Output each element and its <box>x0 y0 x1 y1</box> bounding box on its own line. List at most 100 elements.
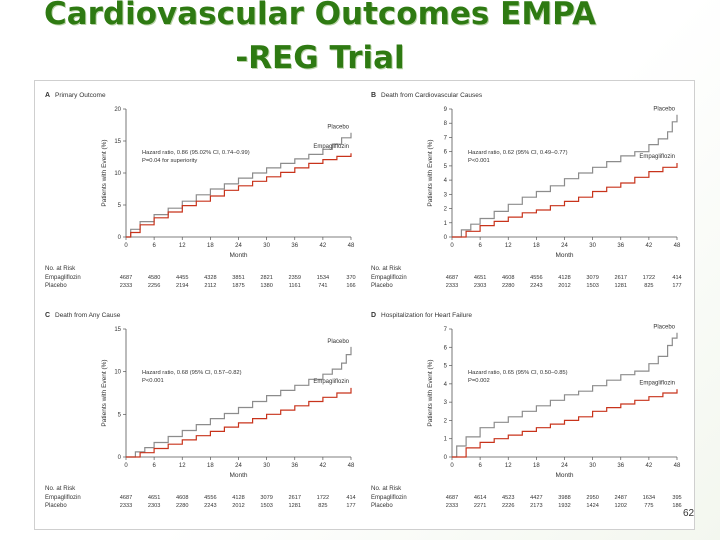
y-tick-label: 5 <box>444 364 448 370</box>
risk-value: 1722 <box>643 275 655 281</box>
panel-label: C <box>45 312 50 319</box>
risk-value: 2303 <box>148 503 160 509</box>
risk-value: 2821 <box>260 275 272 281</box>
y-tick-label: 5 <box>444 164 448 170</box>
risk-value: 4580 <box>148 275 160 281</box>
series-line-placebo <box>452 114 678 238</box>
x-tick-label: 42 <box>320 463 327 469</box>
y-tick-label: 6 <box>444 345 448 351</box>
y-tick-label: 0 <box>118 455 122 461</box>
panel-title: Death from Cardiovascular Causes <box>381 92 483 99</box>
y-tick-label: 15 <box>114 139 121 145</box>
risk-value: 741 <box>318 283 327 289</box>
panel-d: D Hospitalization for Heart Failure012345… <box>371 312 682 509</box>
x-tick-label: 12 <box>505 463 512 469</box>
panel-b: B Death from Cardiovascular Causes0123456… <box>371 92 682 289</box>
series-label-empagliflozin: Empagliflozin <box>639 380 675 386</box>
risk-value: 2333 <box>120 283 132 289</box>
y-axis-label: Patients with Event (%) <box>101 359 108 426</box>
risk-row-label: Placebo <box>45 283 67 289</box>
x-tick-label: 30 <box>589 243 596 249</box>
x-tick-label: 42 <box>646 463 653 469</box>
panel-title: Death from Any Cause <box>55 312 121 319</box>
y-tick-label: 4 <box>444 178 448 184</box>
x-tick-label: 0 <box>124 463 128 469</box>
hazard-annotation: Hazard ratio, 0.68 (95% CI, 0.57–0.82) <box>142 370 242 376</box>
risk-value: 2173 <box>530 503 542 509</box>
risk-value: 370 <box>346 275 355 281</box>
panel-title: Hospitalization for Heart Failure <box>381 312 472 319</box>
x-tick-label: 48 <box>674 463 681 469</box>
risk-value: 1534 <box>317 275 329 281</box>
risk-value: 1281 <box>615 283 627 289</box>
risk-value: 3851 <box>232 275 244 281</box>
y-tick-label: 2 <box>444 418 448 424</box>
y-axis-label: Patients with Event (%) <box>101 139 108 206</box>
x-tick-label: 0 <box>124 243 128 249</box>
risk-value: 4328 <box>204 275 216 281</box>
x-axis-label: Month <box>229 252 247 259</box>
x-axis-label: Month <box>229 472 247 479</box>
risk-value: 2359 <box>289 275 301 281</box>
x-tick-label: 48 <box>348 243 355 249</box>
risk-table-header: No. at Risk <box>371 265 402 272</box>
panel-a: A Primary Outcome 0 5 10 15 20 0 6 12 18 24 30 36 42 48… <box>45 92 356 289</box>
risk-value: 825 <box>644 283 653 289</box>
hazard-annotation: P<0.001 <box>468 158 490 164</box>
y-tick-label: 4 <box>444 382 448 388</box>
y-tick-label: 0 <box>444 235 448 241</box>
risk-value: 2617 <box>615 275 627 281</box>
y-tick-label: 0 <box>118 235 122 241</box>
x-axis-label: Month <box>555 252 573 259</box>
risk-value: 4687 <box>446 275 458 281</box>
x-tick-label: 36 <box>291 463 298 469</box>
risk-row-label: Empagliflozin <box>371 495 407 501</box>
y-tick-label: 2 <box>444 207 448 213</box>
hazard-annotation: Hazard ratio, 0.65 (95% CI, 0.50–0.85) <box>468 370 568 376</box>
risk-value: 4608 <box>176 495 188 501</box>
series-line-empagliflozin <box>126 153 352 238</box>
risk-value: 3988 <box>558 495 570 501</box>
risk-value: 2280 <box>176 503 188 509</box>
x-axis-label: Month <box>555 472 573 479</box>
risk-value: 1380 <box>260 283 272 289</box>
series-label-placebo: Placebo <box>327 339 349 345</box>
slide-title-line-2: -REG Trial <box>235 40 405 76</box>
x-tick-label: 0 <box>450 463 454 469</box>
y-tick-label: 1 <box>444 437 448 443</box>
x-tick-label: 0 <box>450 243 454 249</box>
series-label-empagliflozin: Empagliflozin <box>313 144 349 150</box>
series-label-placebo: Placebo <box>653 325 675 331</box>
series-label-empagliflozin: Empagliflozin <box>313 379 349 385</box>
risk-value: 1875 <box>232 283 244 289</box>
series-label-placebo: Placebo <box>653 107 675 113</box>
risk-value: 4455 <box>176 275 188 281</box>
x-tick-label: 24 <box>561 463 568 469</box>
panel-label: A <box>45 92 50 99</box>
risk-row-label: Empagliflozin <box>371 275 407 281</box>
y-axis-label: Patients with Event (%) <box>427 359 434 426</box>
risk-value: 177 <box>672 283 681 289</box>
y-tick-label: 10 <box>114 370 121 376</box>
y-tick-label: 10 <box>114 171 121 177</box>
risk-value: 4608 <box>502 275 514 281</box>
x-tick-label: 24 <box>235 243 242 249</box>
risk-value: 1161 <box>289 283 301 289</box>
hazard-annotation: P=0.002 <box>468 378 490 384</box>
risk-value: 2333 <box>446 283 458 289</box>
risk-value: 1932 <box>558 503 570 509</box>
x-tick-label: 6 <box>478 243 482 249</box>
risk-row-label: Empagliflozin <box>45 495 81 501</box>
panel-title: Primary Outcome <box>55 92 106 99</box>
risk-table-header: No. at Risk <box>371 485 402 492</box>
x-tick-label: 36 <box>617 463 624 469</box>
x-tick-label: 30 <box>263 243 270 249</box>
series-line-empagliflozin <box>126 387 352 458</box>
panel-label: D <box>371 312 376 319</box>
series-label-empagliflozin: Empagliflozin <box>639 154 675 160</box>
y-tick-label: 9 <box>444 107 448 113</box>
hazard-annotation: P=0.04 for superiority <box>142 158 197 164</box>
risk-value: 2243 <box>204 503 216 509</box>
risk-value: 414 <box>672 275 681 281</box>
series-line-placebo <box>126 346 352 458</box>
